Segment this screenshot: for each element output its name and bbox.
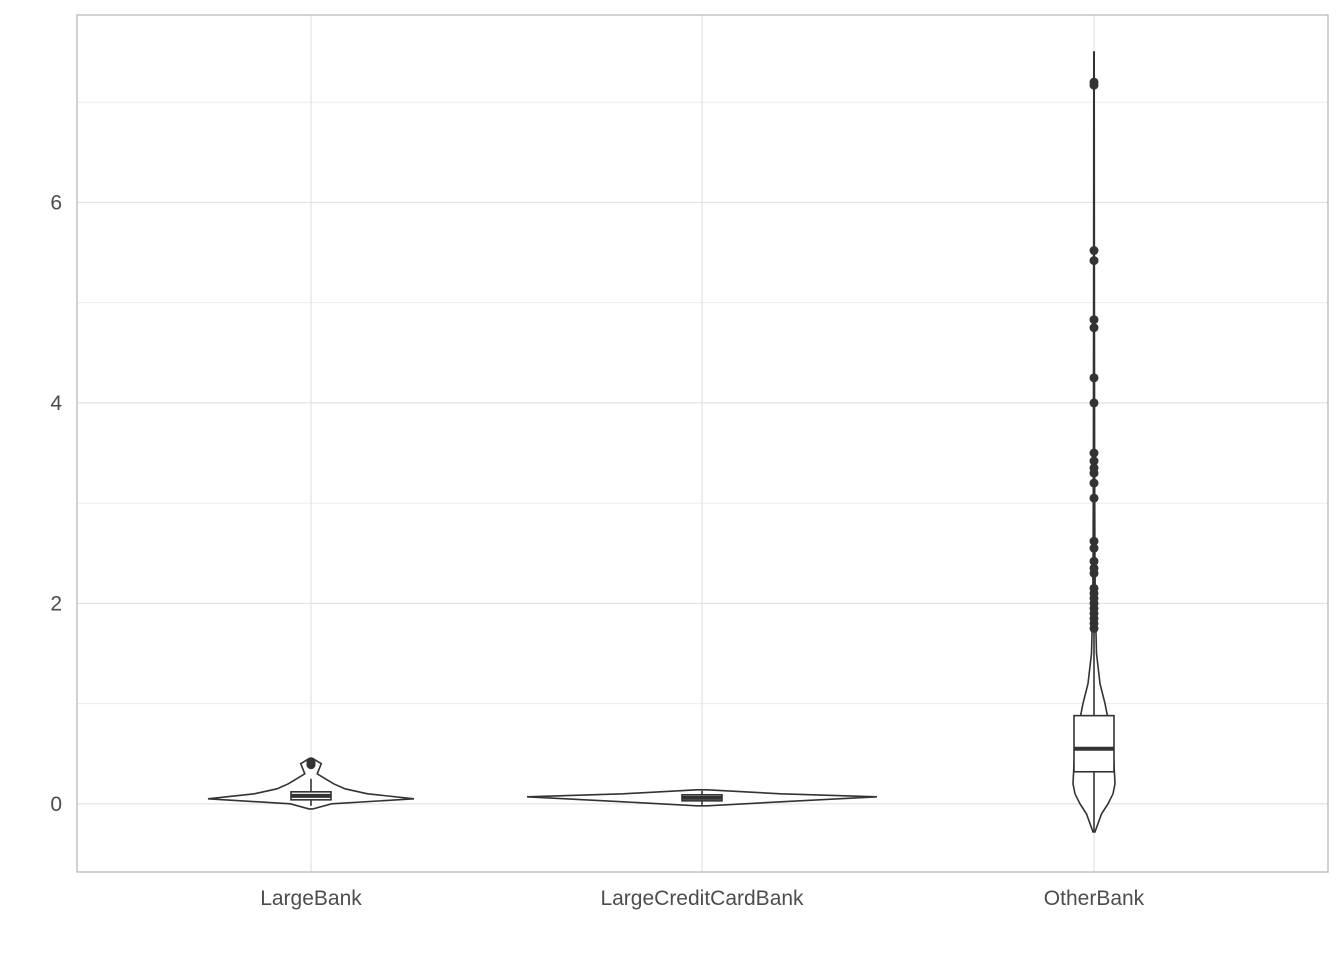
outlier-point bbox=[1089, 256, 1099, 266]
plot-panel-border bbox=[76, 14, 1329, 873]
outlier-point bbox=[1089, 315, 1099, 325]
box-OtherBank bbox=[1073, 714, 1115, 773]
x-axis: LargeBank LargeCreditCardBank OtherBank bbox=[260, 887, 1144, 910]
outlier-point bbox=[1089, 543, 1099, 553]
outlier-point bbox=[1089, 563, 1099, 573]
outlier-point bbox=[1089, 246, 1099, 256]
outlier-point bbox=[1089, 373, 1099, 383]
outlier-point bbox=[1089, 583, 1099, 593]
outlier-point bbox=[1089, 456, 1099, 466]
x-tick-label: OtherBank bbox=[1044, 887, 1145, 910]
outlier-point bbox=[1089, 556, 1099, 566]
boxplots bbox=[290, 633, 1115, 832]
outlier-point bbox=[1089, 323, 1099, 333]
y-axis: 0 2 4 6 bbox=[50, 191, 62, 815]
violins bbox=[207, 51, 1116, 833]
outlier-point bbox=[306, 757, 316, 767]
outlier-point bbox=[1089, 77, 1099, 87]
outlier-point bbox=[1089, 463, 1099, 473]
outlier-point bbox=[1089, 398, 1099, 408]
grid-lines bbox=[77, 15, 1328, 872]
outlier-point bbox=[1089, 536, 1099, 546]
outlier-point bbox=[1089, 493, 1099, 503]
x-tick-label: LargeBank bbox=[260, 887, 362, 910]
outlier-points bbox=[306, 52, 1099, 770]
y-tick-label: 6 bbox=[50, 191, 62, 214]
y-tick-label: 2 bbox=[50, 592, 62, 615]
outlier-point bbox=[1089, 478, 1099, 488]
y-tick-label: 4 bbox=[50, 392, 62, 415]
x-tick-label: LargeCreditCardBank bbox=[600, 887, 804, 910]
y-tick-label: 0 bbox=[50, 793, 62, 816]
outlier-point bbox=[1089, 448, 1099, 458]
